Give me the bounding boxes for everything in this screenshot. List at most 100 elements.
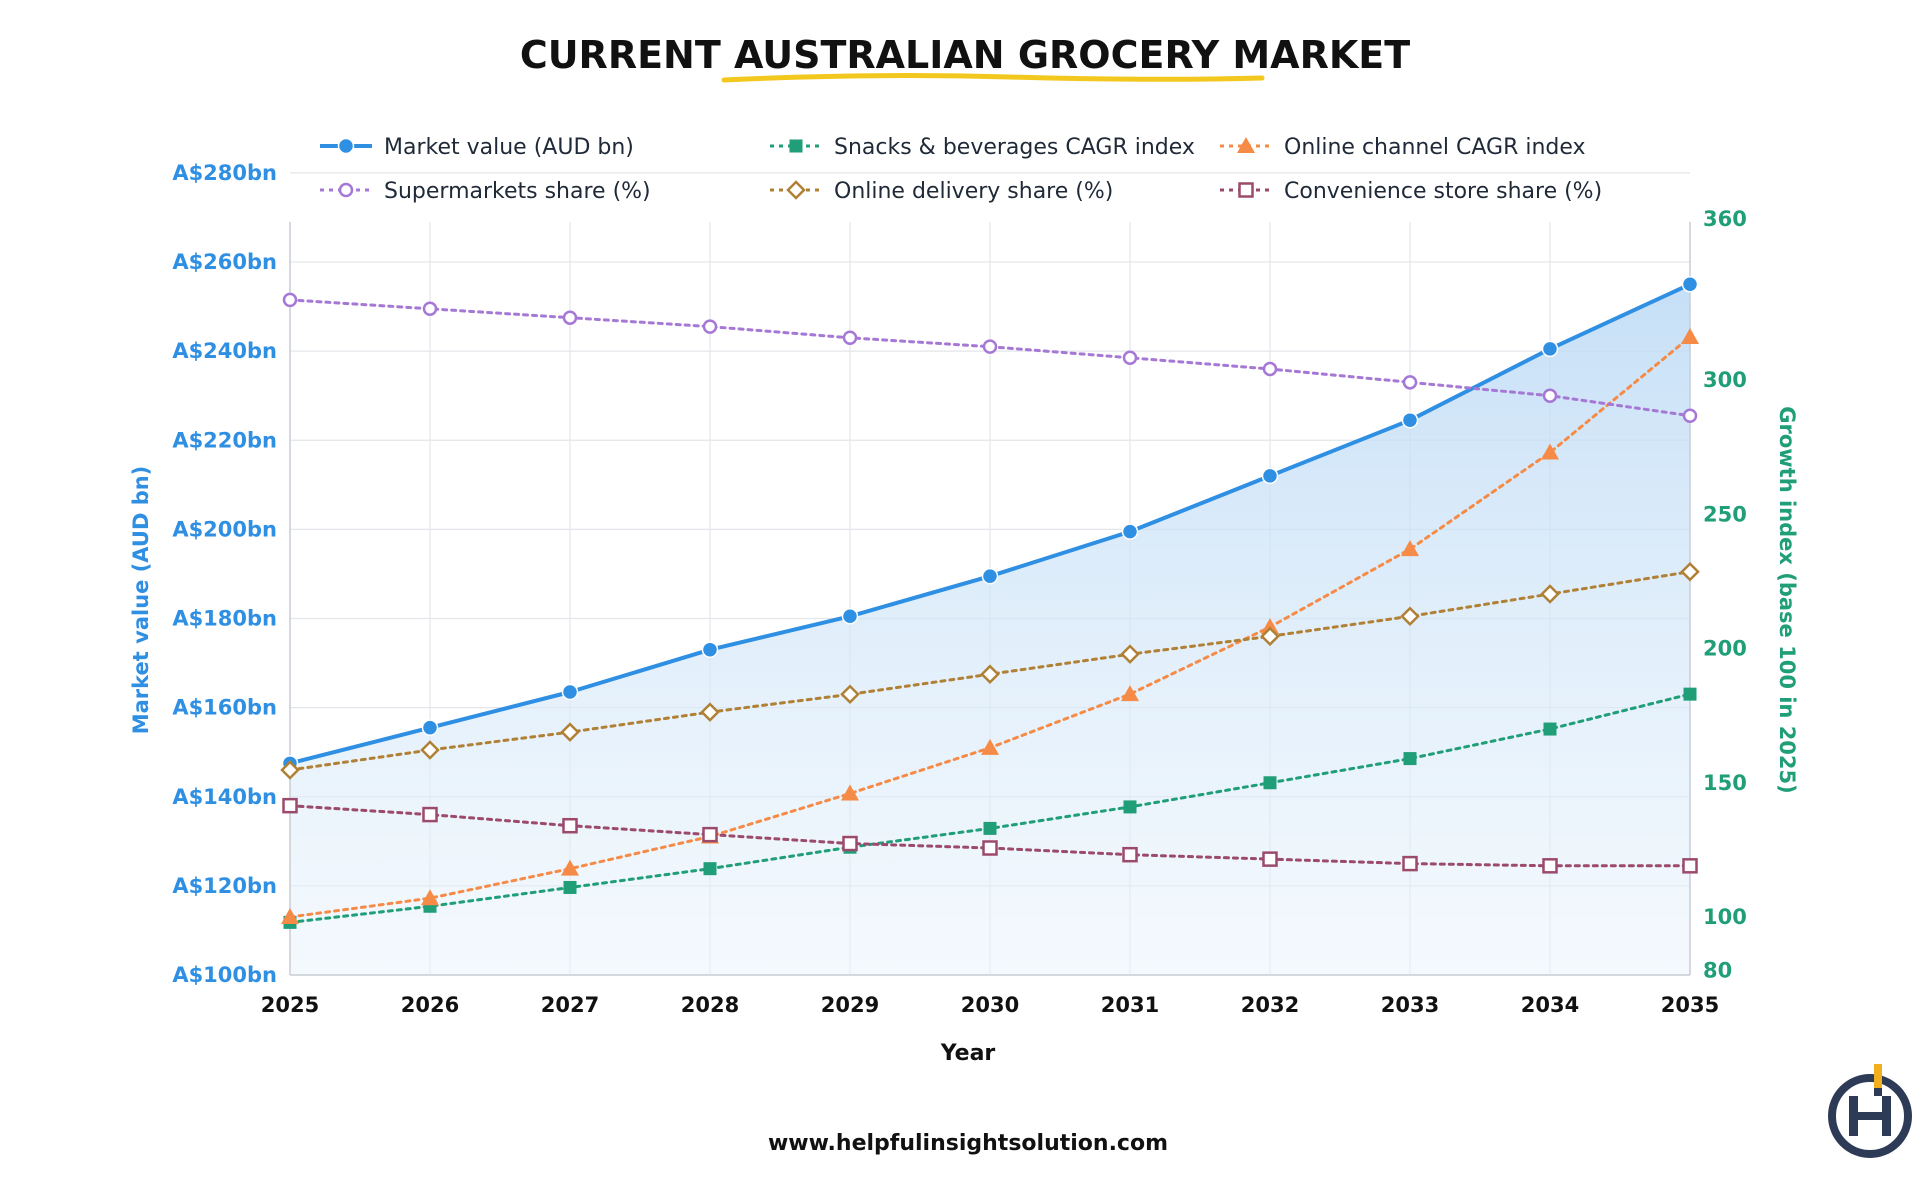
hi-logo-icon xyxy=(1828,1064,1912,1158)
series-2-point xyxy=(1261,618,1279,635)
legend-swatch-marker xyxy=(1238,182,1254,198)
x-tick-label: 2030 xyxy=(961,993,1019,1017)
y-tick-label: A$200bn xyxy=(172,517,277,541)
legend-item: Online channel CAGR index xyxy=(1220,135,1586,160)
y2-tick-label: 250 xyxy=(1703,502,1747,526)
series-2-point xyxy=(421,889,439,906)
series-2-point xyxy=(1541,443,1559,460)
legend-swatch-marker xyxy=(789,139,803,153)
series-4-point xyxy=(1400,606,1420,627)
series-3-point xyxy=(1402,375,1418,390)
y-tick-label: A$160bn xyxy=(172,696,277,720)
x-tick-label: 2029 xyxy=(821,993,879,1017)
series-3-group xyxy=(282,292,1698,423)
series-5-point xyxy=(1262,851,1278,867)
series-3-point xyxy=(562,310,578,325)
x-tick-label: 2031 xyxy=(1101,993,1159,1017)
legend-swatch-marker xyxy=(1237,137,1255,153)
series-4-point xyxy=(840,684,860,705)
x-tick-label: 2035 xyxy=(1661,993,1719,1017)
series-3-point xyxy=(422,301,438,317)
series-0-point xyxy=(1121,523,1139,540)
series-3-point xyxy=(702,319,718,334)
series-3-point xyxy=(282,292,298,308)
footer-url[interactable]: www.helpfulinsightsolution.com xyxy=(768,1131,1168,1156)
series-0-point xyxy=(421,719,439,736)
legend-label: Convenience store share (%) xyxy=(1284,179,1602,204)
series-3-point xyxy=(1122,350,1138,366)
legend-label: Online delivery share (%) xyxy=(834,179,1113,204)
series-1-point xyxy=(1683,687,1697,701)
y2-tick-label: 360 xyxy=(1703,207,1747,231)
series-3-point xyxy=(842,330,858,346)
series-1-point xyxy=(563,880,577,894)
series-5-point xyxy=(1122,846,1138,863)
legend-item: Market value (AUD bn) xyxy=(320,135,634,160)
series-4-point xyxy=(280,760,300,780)
series-4-point xyxy=(1260,626,1280,647)
series-4-point xyxy=(700,702,720,722)
series-4-point xyxy=(420,740,440,760)
y2-tick-label: 80 xyxy=(1703,959,1732,983)
x-tick-label: 2026 xyxy=(401,993,459,1017)
chart-title: CURRENT AUSTRALIAN GROCERY MARKET xyxy=(520,33,1410,77)
legend-label: Snacks & beverages CAGR index xyxy=(834,135,1195,160)
series-5-point xyxy=(1682,858,1698,874)
series-3-point xyxy=(1542,388,1558,403)
x-axis-title: Year xyxy=(940,1041,996,1066)
legend-swatch-marker xyxy=(338,182,354,198)
y2-tick-label: 300 xyxy=(1703,368,1747,392)
series-5-point xyxy=(562,817,578,834)
y-tick-label: A$140bn xyxy=(172,785,277,809)
x-tick-label: 2027 xyxy=(541,993,599,1017)
series-3-point xyxy=(1682,408,1698,423)
y2-tick-label: 100 xyxy=(1703,905,1747,929)
series-0-point xyxy=(841,608,859,625)
series-1-point xyxy=(703,862,717,876)
series-4-point xyxy=(1120,644,1140,664)
series-2-point xyxy=(281,908,299,924)
series-5-point xyxy=(1542,858,1558,874)
legend-item: Snacks & beverages CAGR index xyxy=(770,135,1195,160)
series-5-point xyxy=(982,840,998,856)
series-5-point xyxy=(282,797,298,814)
legend-label: Supermarkets share (%) xyxy=(384,179,651,204)
title-underline xyxy=(721,73,1265,83)
y2-tick-label: 200 xyxy=(1703,637,1747,661)
series-5-group xyxy=(282,797,1698,874)
series-2-point xyxy=(561,859,579,876)
series-0-point xyxy=(1261,467,1279,485)
series-0-point xyxy=(981,567,999,585)
x-tick-label: 2028 xyxy=(681,993,739,1017)
series-2-point xyxy=(1401,540,1419,557)
series-0-point xyxy=(1541,340,1559,358)
y-tick-label: A$220bn xyxy=(172,428,277,452)
series-2-point xyxy=(1121,685,1139,702)
y2-axis-title: Growth index (base 100 in 2025) xyxy=(1775,406,1799,794)
legend-swatch-marker xyxy=(786,180,806,200)
series-5-point xyxy=(422,806,438,823)
x-tick-label: 2025 xyxy=(261,993,319,1017)
y-tick-label: A$100bn xyxy=(172,963,277,987)
series-5-point xyxy=(842,835,858,852)
series-0-point xyxy=(1681,276,1699,293)
series-2-point xyxy=(841,784,859,801)
series-4-point xyxy=(1680,561,1700,582)
series-5-point xyxy=(702,826,718,843)
market-value-area xyxy=(290,284,1690,975)
series-1-point xyxy=(1403,752,1417,766)
series-2-point xyxy=(1681,328,1699,345)
axes xyxy=(289,222,1691,976)
series-1-point xyxy=(1123,800,1137,814)
series-1-point xyxy=(1263,776,1277,790)
series-4-point xyxy=(980,664,1000,684)
legend-label: Market value (AUD bn) xyxy=(384,135,634,160)
series-0-area xyxy=(290,284,1690,975)
series-5-point xyxy=(1402,855,1418,872)
series-2-point xyxy=(981,738,999,755)
x-tick-label: 2034 xyxy=(1521,993,1579,1017)
y-tick-label: A$120bn xyxy=(172,874,277,898)
series-4-point xyxy=(560,722,580,742)
series-1-point xyxy=(1543,722,1557,736)
